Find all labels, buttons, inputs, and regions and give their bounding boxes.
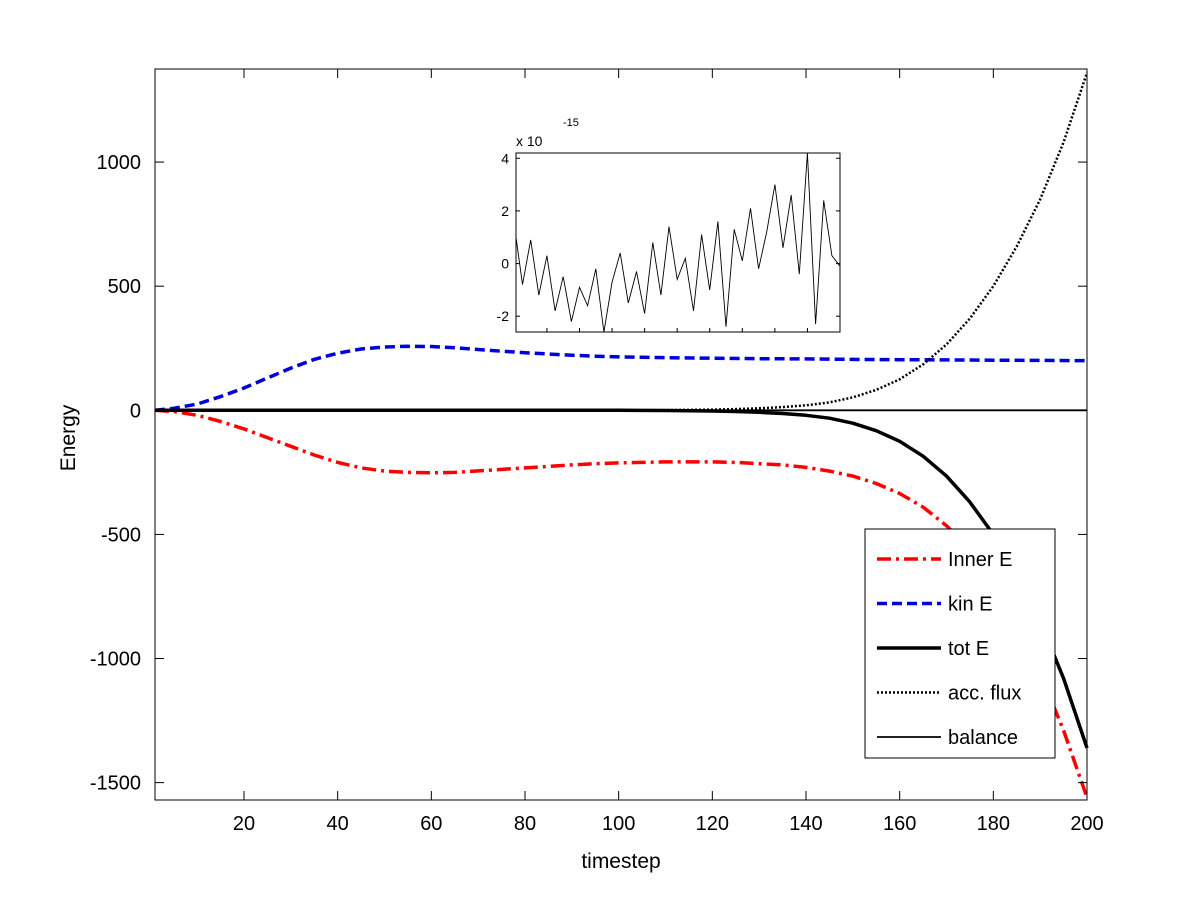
legend-label: Inner E: [948, 549, 1012, 571]
x-tick-label: 100: [602, 813, 635, 835]
x-tick-label: 40: [327, 813, 349, 835]
inset-series-line: [515, 152, 841, 333]
x-tick-label: 160: [883, 813, 916, 835]
main-axis-ticks: 20 40 60 80 100 120 140 160 180 200-1500-1000-500…: [90, 69, 1104, 835]
x-tick-label: 80: [514, 813, 536, 835]
x-tick-label: 140: [789, 813, 822, 835]
inset-y-tick-label: 2: [501, 203, 509, 219]
inset-exponent-label: x 10: [516, 133, 543, 149]
x-tick-label: 20: [233, 813, 255, 835]
inset-exponent-value: -15: [563, 117, 579, 129]
legend: Inner E kin E tot E acc. flux balance: [864, 528, 1056, 759]
x-axis-label: timestep: [581, 850, 660, 873]
y-tick-label: -1000: [90, 649, 141, 671]
x-tick-label: 60: [420, 813, 442, 835]
y-axis-label: Energy: [57, 404, 80, 471]
series-line-kin-e: [154, 344, 1088, 413]
inset-frame: [515, 152, 841, 333]
legend-label: acc. flux: [948, 683, 1021, 705]
series-line-inner-e: [154, 408, 1089, 799]
y-tick-label: 1000: [97, 152, 142, 174]
legend-label: balance: [948, 727, 1018, 749]
inset-y-tick-label: -2: [497, 308, 510, 324]
y-tick-label: -500: [101, 524, 141, 546]
y-tick-label: -1500: [90, 773, 141, 795]
x-tick-label: 180: [977, 813, 1010, 835]
legend-label: kin E: [948, 594, 992, 616]
legend-box: [864, 528, 1056, 759]
inset-y-tick-label: 0: [501, 256, 509, 272]
x-tick-label: 200: [1070, 813, 1103, 835]
legend-label: tot E: [948, 638, 989, 660]
y-tick-label: 0: [130, 400, 141, 422]
plot-frame: [154, 68, 1088, 801]
inset-background: [516, 153, 840, 332]
x-tick-label: 120: [696, 813, 729, 835]
y-tick-label: 500: [108, 276, 141, 298]
inset-chart: -2 0 2 4 x 10 -15: [497, 117, 841, 333]
inset-y-tick-label: 4: [501, 150, 509, 166]
series-line-acc-flux: [155, 72, 1089, 412]
